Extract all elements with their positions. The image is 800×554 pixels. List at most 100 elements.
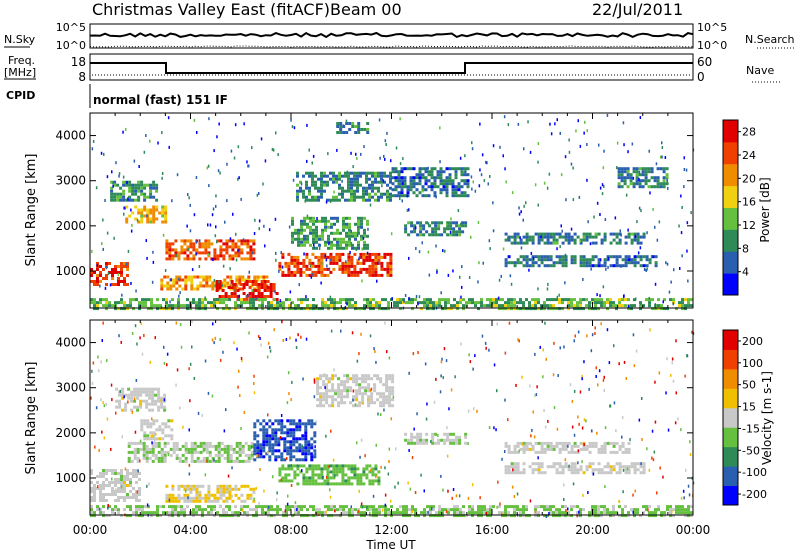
heatmap-cell <box>187 275 191 279</box>
heatmap-cell <box>311 177 314 181</box>
heatmap-cell <box>477 280 479 284</box>
heatmap-cell <box>627 228 629 232</box>
heatmap-cell <box>603 235 607 239</box>
heatmap-cell <box>522 514 525 518</box>
heatmap-cell <box>543 235 547 239</box>
heatmap-cell <box>259 449 263 453</box>
heatmap-cell <box>623 167 627 171</box>
heatmap-cell <box>186 245 190 249</box>
heatmap-cell <box>365 473 369 477</box>
heatmap-cell <box>472 180 474 184</box>
heatmap-cell <box>570 462 574 466</box>
heatmap-cell <box>520 210 522 214</box>
heatmap-cell <box>295 440 299 444</box>
heatmap-cell <box>351 231 354 235</box>
heatmap-cell <box>123 265 126 268</box>
heatmap-cell <box>296 473 300 477</box>
heatmap-cell <box>147 511 150 515</box>
heatmap-cell <box>111 508 114 512</box>
heatmap-cell <box>444 301 447 305</box>
heatmap-cell <box>585 238 589 242</box>
heatmap-cell <box>300 240 303 244</box>
heatmap-cell <box>552 261 556 265</box>
heatmap-cell <box>575 129 577 133</box>
heatmap-cell <box>402 505 405 509</box>
heatmap-cell <box>356 195 359 199</box>
heatmap-cell <box>552 232 556 236</box>
heatmap-cell <box>241 444 245 448</box>
heatmap-cell <box>321 231 324 235</box>
heatmap-cell <box>552 373 555 377</box>
heatmap-cell <box>519 514 522 518</box>
heatmap-cell <box>254 218 256 222</box>
heatmap-cell <box>422 233 426 237</box>
heatmap-cell <box>283 446 287 450</box>
heatmap-cell <box>152 434 156 438</box>
heatmap-cell <box>561 505 564 509</box>
heatmap-cell <box>513 450 517 454</box>
heatmap-cell <box>138 304 141 308</box>
heatmap-cell <box>400 194 404 198</box>
heatmap-cell <box>335 180 338 184</box>
heatmap-cell <box>591 241 595 245</box>
heatmap-cell <box>570 505 573 509</box>
heatmap-cell <box>329 261 333 265</box>
heatmap-cell <box>602 378 605 382</box>
heatmap-cell <box>655 509 658 513</box>
heatmap-cell <box>415 247 417 250</box>
heatmap-cell <box>357 222 360 226</box>
heatmap-cell <box>221 284 223 287</box>
heatmap-cell <box>111 487 114 490</box>
heatmap-cell <box>612 465 616 469</box>
heatmap-cell <box>630 465 634 469</box>
heatmap-cell <box>291 505 294 509</box>
heatmap-cell <box>618 241 622 245</box>
heatmap-cell <box>114 283 117 286</box>
heatmap-cell <box>370 392 374 396</box>
heatmap-cell <box>349 251 351 254</box>
heatmap-cell <box>321 307 324 311</box>
heatmap-cell <box>380 171 383 175</box>
heatmap-cell <box>133 399 137 403</box>
heatmap-cell <box>384 508 387 512</box>
heatmap-cell <box>547 307 549 311</box>
heatmap-cell <box>418 170 422 174</box>
heatmap-cell <box>313 455 317 459</box>
heatmap-cell <box>414 511 417 515</box>
heatmap-cell <box>374 174 377 178</box>
heatmap-cell <box>393 304 396 308</box>
heatmap-cell <box>449 224 453 228</box>
heatmap-cell <box>441 508 444 512</box>
heatmap-cell <box>131 223 133 227</box>
heatmap-cell <box>480 173 483 177</box>
heatmap-cell <box>353 177 356 181</box>
heatmap-cell <box>114 478 117 481</box>
nsky-tick-bottom: 10^0 <box>56 39 86 52</box>
heatmap-cell <box>301 449 305 453</box>
heatmap-cell <box>341 179 343 183</box>
heatmap-cell <box>249 298 252 302</box>
heatmap-cell <box>234 514 237 518</box>
heatmap-cell <box>389 273 393 277</box>
heatmap-cell <box>522 462 526 466</box>
heatmap-cell <box>168 145 170 149</box>
heatmap-cell <box>123 484 126 487</box>
heatmap-cell <box>208 450 212 454</box>
heatmap-cell <box>537 514 540 518</box>
heatmap-cell <box>352 398 354 402</box>
heatmap-cell <box>549 258 553 262</box>
heatmap-cell <box>155 419 159 423</box>
heatmap-cell <box>213 341 215 345</box>
heatmap-cell <box>192 511 195 515</box>
heatmap-cell <box>135 289 137 293</box>
heatmap-cell <box>634 234 637 238</box>
heatmap-cell <box>252 514 255 518</box>
heatmap-cell <box>105 301 108 305</box>
heatmap-cell <box>337 386 341 390</box>
heatmap-cell <box>204 242 208 246</box>
heatmap-cell <box>317 261 321 265</box>
heatmap-cell <box>220 441 224 445</box>
heatmap-cell <box>120 340 122 344</box>
heatmap-cell <box>573 232 577 236</box>
